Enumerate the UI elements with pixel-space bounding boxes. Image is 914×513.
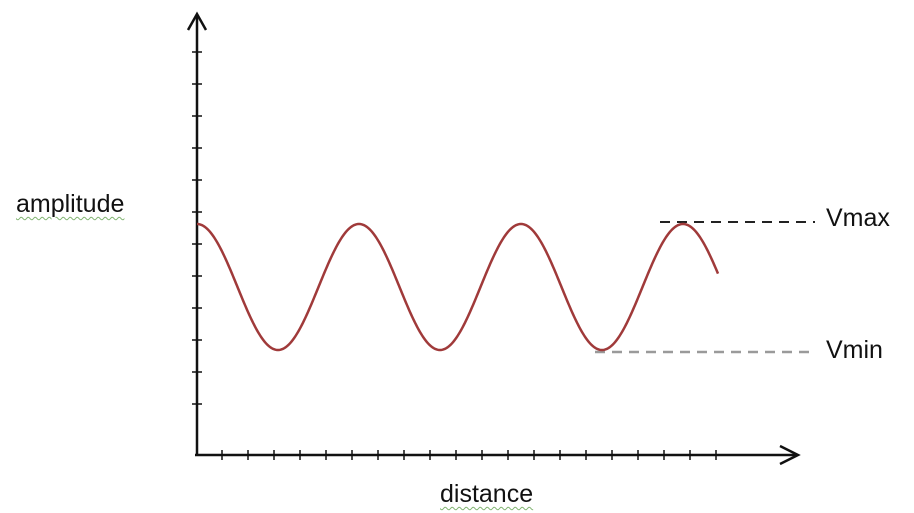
y-axis-arrowhead — [186, 11, 208, 31]
vmin-label: Vmin — [826, 336, 883, 364]
x-axis-arrowhead — [779, 444, 801, 466]
x-axis-label: distance — [440, 480, 534, 508]
vmax-label: Vmax — [826, 204, 890, 232]
x-axis-ticks — [221, 450, 717, 460]
y-axis-label: amplitude — [16, 190, 125, 218]
y-axis-ticks — [192, 51, 202, 405]
sine-wave — [196, 222, 720, 352]
